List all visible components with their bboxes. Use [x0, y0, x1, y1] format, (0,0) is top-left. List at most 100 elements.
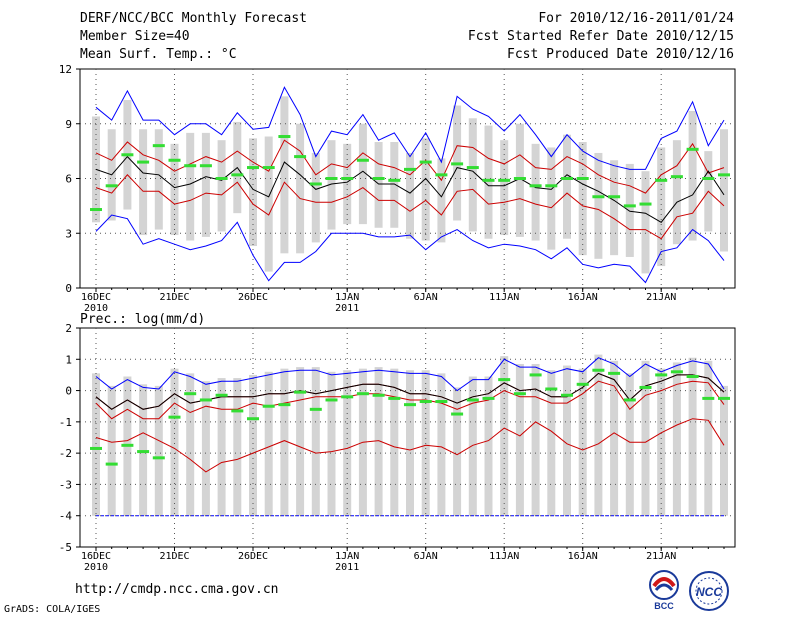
- median-marker: [639, 385, 652, 389]
- website-url[interactable]: http://cmdp.ncc.cma.gov.cn: [75, 582, 279, 597]
- median-marker: [670, 175, 683, 179]
- range-bar: [154, 385, 163, 516]
- median-marker: [184, 164, 197, 168]
- variable-label: Mean Surf. Temp.: °C: [80, 47, 237, 62]
- median-marker: [388, 396, 401, 400]
- series-line-lower: [95, 174, 725, 240]
- median-marker: [639, 202, 652, 206]
- ncc-logo: NCC: [689, 571, 729, 611]
- range-bar: [610, 160, 619, 256]
- median-marker: [482, 178, 495, 182]
- range-bar: [264, 371, 273, 516]
- range-bar: [170, 368, 179, 516]
- range-bar: [453, 387, 462, 516]
- range-bar: [201, 381, 210, 516]
- median-marker: [608, 195, 621, 199]
- range-bar: [704, 360, 713, 516]
- median-marker: [623, 398, 636, 402]
- x-tick-label: 21DEC: [159, 292, 189, 303]
- range-bar: [500, 356, 509, 516]
- median-marker: [262, 404, 275, 408]
- member-size: Member Size=40: [80, 29, 190, 44]
- median-marker: [576, 382, 589, 386]
- x-tick-label: 21DEC: [159, 551, 189, 562]
- range-bar: [688, 110, 697, 241]
- range-bar: [406, 152, 414, 239]
- x-tick-label: 6JAN: [414, 292, 438, 303]
- x-tick-year: 2010: [84, 562, 108, 573]
- grads-credit: GrADS: COLA/IGES: [4, 604, 101, 615]
- range-bar: [437, 158, 446, 243]
- range-bar: [264, 136, 273, 272]
- x-tick-label: 6JAN: [414, 551, 438, 562]
- range-bar: [296, 367, 305, 516]
- y-tick-label: 0: [65, 385, 72, 398]
- range-bar: [217, 140, 226, 232]
- median-marker: [513, 177, 526, 180]
- y-tick-label: 0: [65, 282, 72, 295]
- median-marker: [686, 147, 699, 151]
- range-bar: [515, 363, 524, 516]
- x-tick-label: 21JAN: [646, 292, 676, 303]
- median-marker: [655, 373, 668, 377]
- median-marker: [105, 184, 118, 188]
- x-tick-label: 1JAN: [335, 551, 359, 562]
- median-marker: [152, 144, 165, 148]
- median-marker: [529, 373, 542, 377]
- range-bar: [374, 142, 383, 228]
- median-marker: [341, 395, 354, 399]
- median-marker: [686, 374, 699, 378]
- x-tick-label: 26DEC: [238, 292, 268, 303]
- range-bar: [249, 138, 257, 247]
- median-marker: [137, 160, 150, 164]
- range-bar: [249, 374, 257, 516]
- x-tick-label: 16DEC: [81, 292, 111, 303]
- median-marker: [215, 393, 228, 397]
- range-bar: [280, 96, 289, 254]
- range-bar: [720, 385, 728, 516]
- range-bar: [484, 376, 493, 516]
- series-line-min: [95, 214, 725, 284]
- range-bar: [201, 132, 210, 237]
- x-tick-year: 2011: [335, 303, 359, 314]
- series-line-mean: [95, 155, 725, 223]
- range-bar: [186, 132, 195, 241]
- x-tick-label: 16JAN: [568, 292, 598, 303]
- y-tick-label: -3: [59, 478, 72, 491]
- y-tick-label: 6: [65, 173, 72, 186]
- median-marker: [90, 208, 102, 212]
- median-marker: [545, 184, 558, 188]
- median-marker: [482, 396, 495, 400]
- range-bar: [139, 384, 148, 516]
- range-bar: [186, 373, 195, 516]
- median-marker: [435, 400, 448, 404]
- range-bar: [311, 152, 320, 243]
- median-marker: [231, 409, 244, 413]
- x-tick-label: 11JAN: [489, 292, 519, 303]
- range-bar: [672, 362, 681, 516]
- fcst-produced-date: Fcst Produced Date 2010/12/16: [507, 47, 734, 62]
- y-tick-label: 1: [65, 353, 72, 366]
- range-bar: [437, 373, 446, 516]
- median-marker: [466, 398, 479, 402]
- median-marker: [105, 462, 118, 466]
- range-bar: [500, 140, 509, 236]
- range-bar: [92, 373, 100, 516]
- median-marker: [608, 371, 621, 375]
- median-marker: [655, 178, 668, 182]
- range-bar: [594, 354, 603, 516]
- range-bar: [139, 129, 148, 236]
- x-tick-label: 16DEC: [81, 551, 111, 562]
- series-line-max: [95, 86, 725, 170]
- median-marker: [498, 378, 511, 382]
- chart-title: DERF/NCC/BCC Monthly Forecast: [80, 11, 307, 26]
- range-bar: [578, 142, 587, 256]
- range-bar: [672, 140, 681, 245]
- median-marker: [137, 450, 150, 454]
- y-tick-label: 3: [65, 227, 72, 240]
- range-bar: [217, 378, 226, 516]
- range-bar: [406, 370, 414, 516]
- median-marker: [121, 443, 134, 447]
